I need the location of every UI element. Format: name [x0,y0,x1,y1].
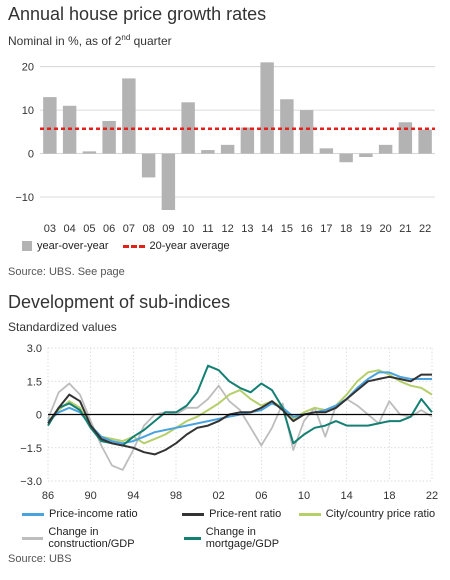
series-line [47,364,433,447]
x-tick-label: 12 [222,223,234,235]
bar [43,97,57,154]
y-tick-label: 3.0 [27,343,42,355]
x-tick-label: 18 [383,490,395,502]
x-tick-label: 19 [360,223,372,235]
legend-item: Price-income ratio [22,508,182,520]
bar [161,153,176,210]
bar [260,62,274,154]
y-tick-label: −1.5 [20,443,42,455]
x-tick-label: 10 [182,223,194,235]
series-line [47,369,433,445]
legend-label: Price-income ratio [49,508,138,520]
bar [82,151,97,154]
legend-item: Change in construction/GDP [22,526,184,550]
x-tick-label: 05 [83,223,95,235]
x-tick-label: 02 [213,490,225,502]
chart1-plot: 20 10 0 −10 03 04 05 06 07 08 09 10 11 12 13 14 15 16 17 18… [15,62,435,235]
x-tick-label: 17 [320,223,332,235]
x-tick-label: 21 [399,223,411,235]
chart2-plot: 3.0 1.5 0 −1.5 −3.086 90 94 98 02 06 10 14 18 22 [20,343,438,502]
legend-item: City/country price ratio [298,508,447,520]
y-tick-label: 10 [22,105,34,117]
x-tick-label: 04 [64,223,76,235]
x-tick-label: 90 [85,490,97,502]
x-tick-label: 08 [143,223,155,235]
x-tick-label: 10 [298,490,310,502]
bar [102,120,116,154]
legend-label-avg: 20-year average [149,240,230,252]
y-tick-label: 0 [28,149,34,161]
chart1-subtitle-sup: nd [121,33,131,42]
bar [398,122,413,154]
bar [220,144,235,154]
bar [141,153,156,178]
bar [319,148,334,154]
x-tick-label: 09 [162,223,174,235]
x-tick-label: 14 [261,223,273,235]
x-tick-label: 14 [341,490,353,502]
legend-label: Change in construction/GDP [48,526,135,550]
legend-item: Price-rent ratio [182,508,299,520]
legend-item-avg: 20-year average [122,240,230,252]
x-tick-label: 86 [42,490,54,502]
legend-swatch [182,512,205,516]
chart2-title: Development of sub-indices [8,292,231,312]
bar [378,144,393,154]
x-tick-label: 07 [123,223,135,235]
x-tick-label: 98 [170,490,182,502]
x-tick-label: 22 [419,223,431,235]
legend-label: City/country price ratio [325,508,436,520]
chart1-title: Annual house price growth rates [8,4,267,24]
series-line [47,371,432,445]
x-tick-label: 13 [241,223,253,235]
series-line [47,382,433,471]
x-tick-label: 15 [281,223,293,235]
series-line [47,373,432,456]
legend-label: Price-rent ratio [209,508,282,520]
legend-item: Change in mortgage/GDP [184,526,302,550]
bar [280,99,294,154]
legend-item-yoy: year-over-year [22,240,109,252]
y-tick-label: −10 [15,192,34,204]
chart2-subtitle: Standardized values [8,320,117,334]
chart1-subtitle-end: quarter [130,34,172,48]
chart1-subtitle-main: Nominal in %, as of 2 [8,34,122,48]
bar [418,129,432,154]
legend-swatch [22,512,44,516]
x-tick-label: 22 [426,490,438,502]
chart1-source: Source: UBS. See page [8,266,125,278]
legend-swatch [298,512,321,516]
chart2-legend-row: Price-income ratio Price-rent ratio City/c… [22,508,447,520]
x-tick-label: 06 [103,223,115,235]
y-tick-label: −3.0 [20,476,42,488]
x-tick-label: 03 [44,223,56,235]
bar [359,153,373,158]
bar [240,127,255,154]
legend-swatch [22,536,44,540]
x-tick-label: 11 [202,223,213,235]
y-tick-label: 0 [36,410,42,422]
legend-swatch-avg [122,244,145,248]
chart2-source: Source: UBS [8,553,72,565]
legend-label-yoy: year-over-year [37,240,109,252]
chart1-subtitle: Nominal in %, as of 2nd quarter [8,33,172,48]
y-tick-label: 20 [22,62,34,74]
legend-swatch-bar [22,241,32,251]
legend-label: Change in mortgage/GDP [205,526,280,550]
legend-swatch [184,536,201,540]
chart2-legend-row: Change in construction/GDP Change in mort… [22,526,447,550]
x-tick-label: 94 [127,490,139,502]
bar [299,110,314,154]
x-tick-label: 20 [380,223,392,235]
x-tick-label: 18 [340,223,352,235]
y-tick-label: 1.5 [27,376,42,388]
bar [122,78,136,154]
x-tick-label: 16 [301,223,313,235]
chart1-legend: year-over-year 20-year average [22,240,244,252]
chart2-legend: Price-income ratio Price-rent ratio City/c… [22,508,447,556]
bar [339,153,353,163]
bar [201,150,215,154]
x-tick-label: 06 [255,490,267,502]
